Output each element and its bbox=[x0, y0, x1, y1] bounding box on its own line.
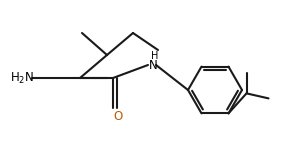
Text: H$_2$N: H$_2$N bbox=[10, 70, 34, 86]
Text: O: O bbox=[113, 110, 123, 122]
Text: N: N bbox=[149, 59, 158, 71]
Text: H: H bbox=[151, 51, 159, 61]
